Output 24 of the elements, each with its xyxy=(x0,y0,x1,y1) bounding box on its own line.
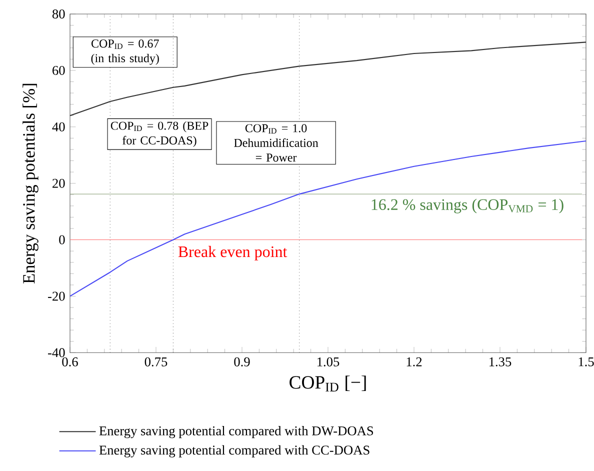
x-tick-label: 1.35 xyxy=(489,357,512,366)
y-tick-label: -20 xyxy=(48,292,65,301)
y-tick-label: 0 xyxy=(59,235,65,244)
ref-line-label: 16.2 % savings (COP$_{VMD}$ = 1) xyxy=(372,198,564,214)
y-tick-label: 20 xyxy=(52,178,65,188)
x-tick-label: 0.9 xyxy=(234,357,250,366)
x-tick-label: 0.75 xyxy=(144,357,168,366)
x-tick-label: 0.6 xyxy=(62,357,78,366)
y-tick-label: 80 xyxy=(52,9,65,18)
legend-label: Energy saving potential compared with CC-DOAS xyxy=(99,445,370,458)
legend-label: Energy saving potential compared with DW-DOAS xyxy=(99,426,374,438)
x-axis-title: COP$_{ID}$ [−] xyxy=(290,375,366,392)
y-tick-label: 60 xyxy=(52,66,65,75)
ref-line-label: Break even point xyxy=(178,246,288,260)
y-tick-label: 40 xyxy=(52,122,65,132)
y-axis-title: Energy saving potentials [%] xyxy=(22,84,38,284)
ref-line-label: COP$_{ID}$ = 0.67 (in this study) xyxy=(91,39,159,65)
ref-line-label: COP$_{ID}$ = 1.0 Dehumidification = Power xyxy=(234,124,318,162)
ref-line-label: COP$_{ID}$ = 0.78 (BEP for CC-DOAS) xyxy=(110,121,208,147)
line-series xyxy=(69,42,587,116)
x-tick-label: 1.2 xyxy=(406,357,422,366)
y-tick-label: -40 xyxy=(48,348,65,358)
x-tick-label: 1.5 xyxy=(578,357,594,366)
x-tick-label: 1.05 xyxy=(318,357,340,366)
